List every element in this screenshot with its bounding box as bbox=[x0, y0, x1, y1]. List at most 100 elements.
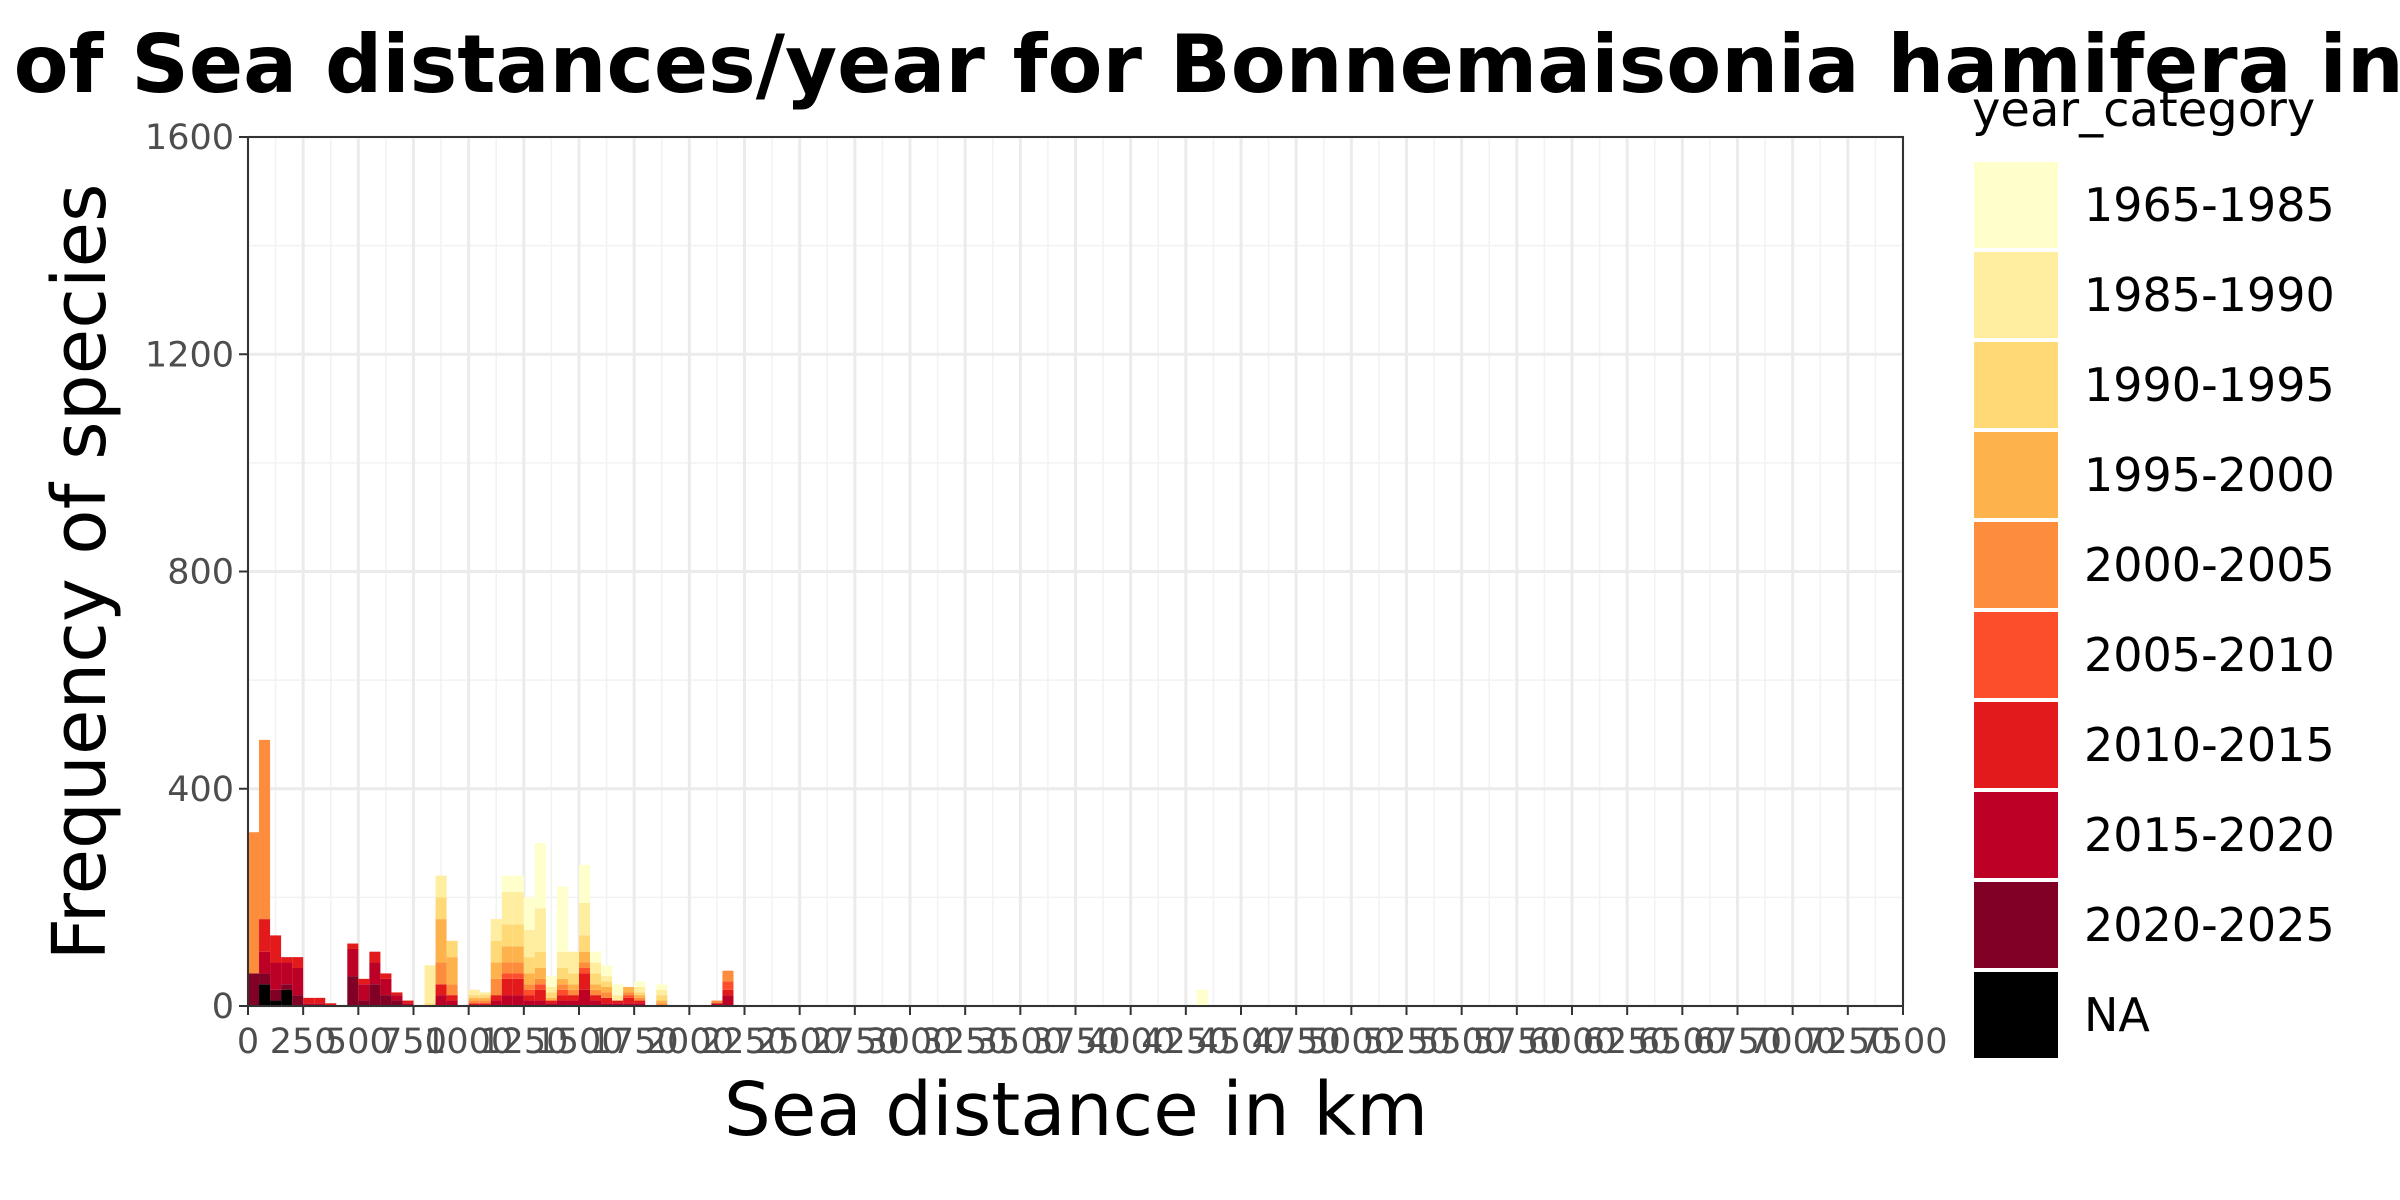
bar-segment bbox=[435, 875, 447, 898]
x-tick-label: 5750 bbox=[1472, 1022, 1561, 1062]
legend-label: 1995-2000 bbox=[2084, 448, 2335, 502]
x-tick-label: 750 bbox=[380, 1022, 447, 1062]
bar-segment bbox=[479, 1003, 491, 1006]
bar-segment bbox=[523, 1000, 535, 1006]
bar-segment bbox=[424, 1003, 436, 1006]
bar-segment bbox=[380, 995, 392, 1006]
bar-segment bbox=[601, 1003, 613, 1006]
legend-key bbox=[1974, 792, 2058, 878]
bar-segment bbox=[512, 924, 524, 947]
y-tick-label: 800 bbox=[167, 553, 234, 593]
bar-segment bbox=[435, 897, 447, 920]
bar-segment bbox=[358, 1000, 370, 1006]
bar-segment bbox=[391, 995, 403, 1001]
bar-segment bbox=[512, 978, 524, 996]
bar-segment bbox=[1196, 989, 1208, 1006]
x-tick-label: 1000 bbox=[424, 1022, 513, 1062]
axes: 0 400 800 1200 1600 0 250500750100012501500175… bbox=[145, 118, 1948, 1062]
bar-segment bbox=[358, 984, 370, 1001]
y-axis-title: Frequency of species bbox=[37, 183, 123, 960]
bar-segment bbox=[534, 967, 546, 979]
bar-segment bbox=[292, 995, 304, 1006]
bar-segment bbox=[501, 924, 513, 947]
bar-segment bbox=[435, 919, 447, 963]
x-tick-label: 4000 bbox=[1086, 1022, 1175, 1062]
x-tick-label: 500 bbox=[325, 1022, 392, 1062]
bar-segment bbox=[579, 989, 591, 1006]
bar-segment bbox=[534, 843, 546, 909]
bar-segment bbox=[380, 978, 392, 996]
legend-label: 2010-2015 bbox=[2084, 718, 2335, 772]
bar-segment bbox=[281, 957, 293, 963]
chart-title: cies of Sea distances/year for Bonnemais… bbox=[0, 18, 2400, 111]
legend-label: 1965-1985 bbox=[2084, 178, 2335, 232]
bar-segment bbox=[612, 984, 624, 996]
bar-segment bbox=[601, 992, 613, 998]
bar-segment bbox=[468, 1003, 480, 1006]
bar-segment bbox=[468, 1000, 480, 1004]
bar-segment bbox=[545, 992, 557, 998]
bar-segment bbox=[634, 997, 646, 1001]
grid-lines bbox=[246, 135, 1905, 1008]
bar-segment bbox=[601, 986, 613, 993]
bar-segment bbox=[590, 984, 602, 990]
legend-label: NA bbox=[2084, 988, 2150, 1042]
legend-key bbox=[1974, 702, 2058, 788]
bar-segment bbox=[634, 995, 646, 998]
bar-segment bbox=[590, 989, 602, 996]
bar-segment bbox=[711, 1003, 723, 1006]
x-tick-label: 0 bbox=[237, 1022, 259, 1062]
legend: year_category 1965-1985 1985-1990 1990-199… bbox=[1972, 82, 2335, 1058]
bar-segment bbox=[479, 995, 491, 998]
bar-segment bbox=[579, 951, 591, 963]
x-tick-label: 4500 bbox=[1196, 1022, 1285, 1062]
bar-segment bbox=[259, 951, 271, 974]
bar-segment bbox=[556, 1000, 568, 1006]
bar-segment bbox=[380, 973, 392, 979]
x-tick-label: 2250 bbox=[700, 1022, 789, 1062]
bar-segment bbox=[556, 951, 568, 968]
bar-segment bbox=[722, 989, 734, 996]
bar-segment bbox=[490, 962, 502, 979]
bar-segment bbox=[523, 995, 535, 1001]
bar-segment bbox=[656, 1003, 668, 1006]
bar-segment bbox=[314, 997, 326, 1004]
x-tick-label: 7500 bbox=[1858, 1022, 1947, 1062]
bar-segment bbox=[634, 1003, 646, 1006]
legend-label: 1985-1990 bbox=[2084, 268, 2335, 322]
x-tick-label: 6750 bbox=[1693, 1022, 1782, 1062]
bar-segment bbox=[545, 1003, 557, 1006]
x-tick-label: 7250 bbox=[1803, 1022, 1892, 1062]
bar-segment bbox=[545, 997, 557, 1001]
bar-segment bbox=[590, 1000, 602, 1006]
bar-segment bbox=[534, 1000, 546, 1006]
bar-segment bbox=[501, 946, 513, 963]
x-tick-label: 2000 bbox=[645, 1022, 734, 1062]
legend-key bbox=[1974, 162, 2058, 248]
bar-segment bbox=[623, 995, 635, 998]
bar-segment bbox=[612, 1000, 624, 1004]
bar-segment bbox=[501, 875, 513, 892]
bar-segment bbox=[501, 995, 513, 1006]
bar-segment bbox=[490, 940, 502, 963]
bar-segment bbox=[534, 989, 546, 1001]
legend-key bbox=[1974, 522, 2058, 608]
bar-segment bbox=[545, 986, 557, 993]
x-tick-label: 4750 bbox=[1252, 1022, 1341, 1062]
bar-segment bbox=[446, 1000, 458, 1006]
x-tick-label: 5250 bbox=[1362, 1022, 1451, 1062]
bar-segment bbox=[590, 962, 602, 974]
bar-segment bbox=[567, 995, 579, 1001]
bar-segment bbox=[270, 1000, 282, 1006]
bar-segment bbox=[656, 995, 668, 1001]
bar-segment bbox=[523, 957, 535, 974]
legend-key bbox=[1974, 342, 2058, 428]
x-tick-label: 6500 bbox=[1638, 1022, 1727, 1062]
bar-segment bbox=[579, 973, 591, 990]
bar-segment bbox=[523, 984, 535, 990]
bar-segment bbox=[623, 1003, 635, 1006]
bar-segment bbox=[270, 962, 282, 990]
bar-segment bbox=[369, 962, 381, 985]
bar-segment bbox=[601, 976, 613, 982]
bar-segment bbox=[501, 973, 513, 979]
